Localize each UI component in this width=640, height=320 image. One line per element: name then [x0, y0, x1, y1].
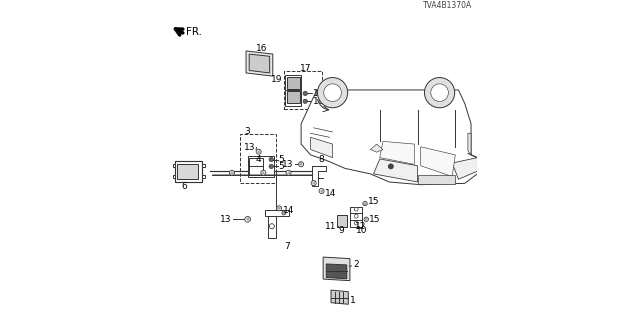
Text: 2: 2: [353, 260, 358, 269]
Bar: [202, 164, 205, 167]
Text: 15: 15: [369, 215, 381, 224]
Polygon shape: [452, 158, 477, 179]
Text: 13: 13: [244, 143, 255, 152]
Circle shape: [324, 84, 341, 101]
Bar: [202, 175, 205, 178]
Text: 8: 8: [319, 155, 324, 164]
Text: 16: 16: [255, 44, 267, 53]
Circle shape: [229, 170, 234, 175]
Circle shape: [299, 162, 303, 167]
Bar: [417, 174, 455, 184]
Circle shape: [282, 211, 285, 215]
Polygon shape: [310, 137, 333, 158]
Polygon shape: [326, 264, 347, 279]
Bar: [337, 215, 348, 227]
Polygon shape: [268, 210, 276, 238]
Text: 17: 17: [300, 64, 311, 73]
Circle shape: [261, 170, 266, 175]
Polygon shape: [468, 133, 471, 155]
Circle shape: [355, 207, 358, 211]
Text: FR.: FR.: [186, 27, 202, 37]
Text: 15: 15: [368, 197, 380, 206]
Bar: [287, 77, 300, 89]
Circle shape: [319, 188, 324, 194]
Text: 4: 4: [255, 155, 261, 164]
Text: 18: 18: [313, 97, 324, 106]
Text: 5: 5: [278, 162, 284, 171]
Circle shape: [388, 164, 394, 169]
Text: 9: 9: [339, 226, 344, 235]
Circle shape: [269, 164, 273, 169]
Text: 12: 12: [355, 222, 367, 231]
Circle shape: [311, 180, 316, 186]
Circle shape: [256, 149, 261, 154]
Polygon shape: [374, 159, 417, 182]
Circle shape: [269, 157, 273, 162]
Circle shape: [363, 201, 367, 206]
Bar: [177, 164, 198, 179]
Circle shape: [364, 217, 369, 221]
Text: 7: 7: [284, 242, 289, 251]
Text: 14: 14: [283, 206, 294, 215]
Bar: [287, 91, 300, 103]
Text: 14: 14: [325, 189, 337, 198]
Polygon shape: [265, 210, 289, 216]
Polygon shape: [380, 141, 415, 164]
Circle shape: [431, 84, 449, 101]
Polygon shape: [246, 51, 273, 76]
Polygon shape: [420, 147, 455, 177]
Circle shape: [269, 224, 275, 229]
Bar: [175, 161, 202, 181]
Bar: [249, 158, 263, 175]
Text: 1: 1: [350, 296, 356, 305]
Text: 11: 11: [325, 222, 337, 231]
Polygon shape: [350, 207, 362, 227]
Circle shape: [276, 206, 282, 211]
Bar: [285, 75, 301, 106]
Bar: [173, 164, 175, 167]
Polygon shape: [331, 290, 348, 304]
Text: 5: 5: [278, 155, 284, 164]
Circle shape: [355, 221, 358, 225]
Circle shape: [244, 216, 250, 222]
Text: 13: 13: [220, 215, 231, 224]
Polygon shape: [371, 144, 383, 152]
Text: TVA4B1370A: TVA4B1370A: [424, 1, 472, 10]
Circle shape: [303, 99, 307, 103]
Polygon shape: [323, 257, 350, 281]
Circle shape: [424, 77, 454, 108]
Polygon shape: [249, 54, 269, 73]
Circle shape: [355, 214, 358, 218]
Bar: [173, 175, 175, 178]
Text: 3: 3: [244, 127, 250, 136]
Text: 13: 13: [282, 160, 293, 169]
Circle shape: [303, 91, 307, 96]
Text: 18: 18: [313, 89, 324, 98]
Polygon shape: [301, 90, 484, 185]
Circle shape: [317, 77, 348, 108]
Text: 19: 19: [271, 75, 283, 84]
Text: 10: 10: [356, 226, 368, 235]
Circle shape: [286, 170, 291, 175]
Bar: [248, 156, 275, 177]
Polygon shape: [312, 166, 326, 186]
Text: 6: 6: [181, 182, 187, 191]
